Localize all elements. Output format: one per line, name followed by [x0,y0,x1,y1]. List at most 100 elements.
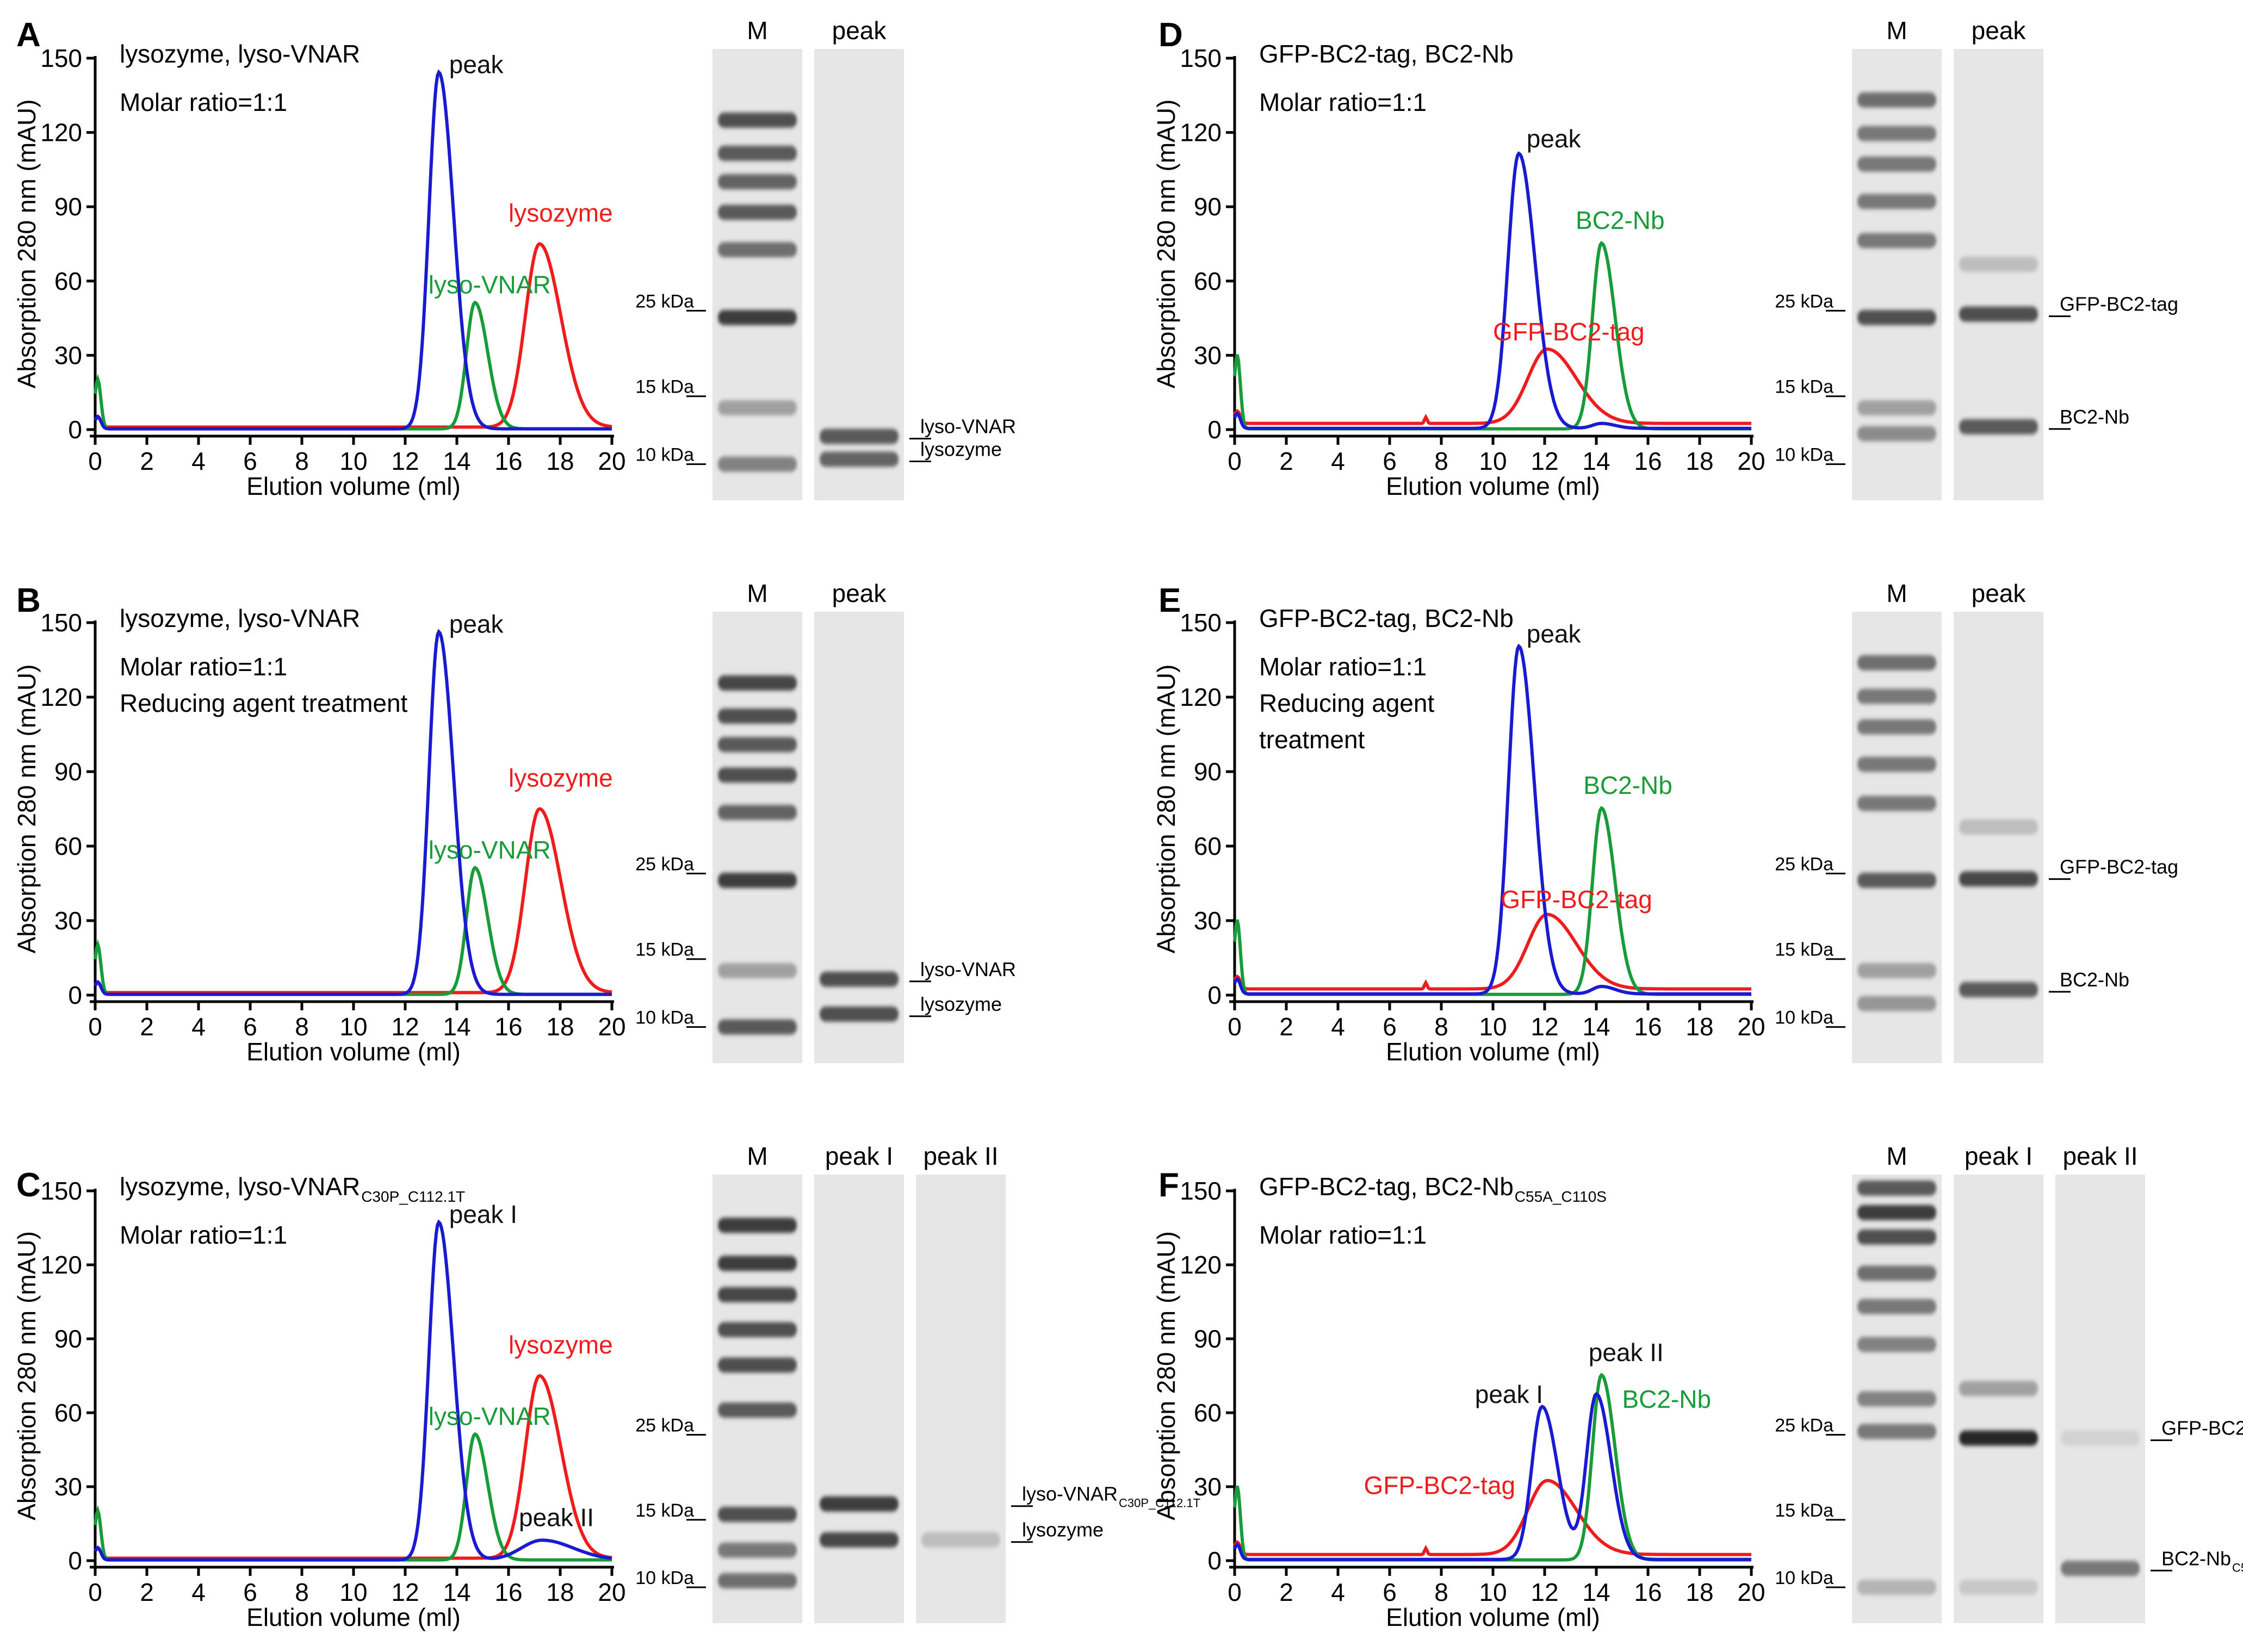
x-tick-label: 16 [494,447,522,475]
series-line-complex [1233,1392,1751,1561]
y-tick-label: 150 [1180,1177,1222,1205]
gel-band [1959,306,2038,322]
gel-lane-1 [814,1175,904,1623]
gel-band [1857,796,1936,811]
plot-title-line: Reducing agent [1259,689,1434,717]
gel-band [2061,1561,2140,1576]
x-tick-label: 8 [1434,1578,1448,1606]
gel-lane-label: peak II [2062,1142,2137,1170]
gel-lane-label: M [1886,579,1907,607]
gel-band [820,1532,899,1548]
plot-title-line: Molar ratio=1:1 [1259,1221,1427,1249]
gel-band [1857,400,1936,415]
panel-letter: B [16,582,41,619]
x-tick-label: 0 [1228,447,1242,475]
x-tick-label: 0 [1228,1013,1242,1041]
x-tick-label: 10 [1479,447,1507,475]
y-tick-label: 30 [1194,341,1222,369]
gel-lane-label: M [747,579,767,607]
y-axis-label: Absorption 280 nm (mAU) [13,1231,41,1520]
gel-band [1857,962,1936,978]
mw-marker-label: 10 kDa [1775,445,1833,465]
peak-annotation: peak I [449,1200,517,1228]
gel-band [1857,756,1936,772]
x-tick-label: 18 [546,1013,574,1041]
gel-band [1857,1204,1936,1220]
y-tick-label: 120 [1180,683,1222,711]
peak-annotation: peak II [519,1504,594,1532]
mw-marker-label: 25 kDa [1775,854,1833,874]
peak-annotation: lysozyme [509,763,613,792]
gel-lane-1 [1954,1175,2043,1623]
x-axis-label: Elution volume (ml) [1386,1038,1600,1066]
peak-annotation: peak I [1475,1380,1543,1408]
series-line-complex [1233,643,1751,996]
gel-band [1857,719,1936,735]
gel-band [820,971,899,987]
gel-lane-label: peak [832,16,887,45]
gel-band [1857,92,1936,108]
plot-title-line: treatment [1259,725,1365,754]
y-tick-label: 60 [54,1399,82,1427]
band-label: GFP-BC2-tag [2161,1417,2243,1439]
x-tick-label: 2 [140,1578,154,1606]
y-tick-label: 30 [54,341,82,369]
gel-band [718,1506,797,1522]
mw-marker-label: 25 kDa [635,291,694,312]
gel-band [718,309,797,325]
gel-band [718,145,797,161]
gel-lane-0 [1852,49,1942,500]
y-tick-label: 90 [1194,192,1222,221]
gel-band [820,451,899,467]
y-axis-label: Absorption 280 nm (mAU) [1152,100,1180,389]
gel-band [1857,126,1936,141]
x-tick-label: 0 [88,447,102,475]
band-label-subscript: C55A_C110S [2232,1561,2243,1574]
plot-title-line: GFP-BC2-tag, BC2-Nb [1259,1172,1514,1201]
gel-band [718,737,797,753]
x-tick-label: 20 [1737,1578,1765,1606]
mw-marker-label: 10 kDa [635,1008,694,1028]
plot-title-subscript: C55A_C110S [1515,1188,1607,1205]
gel-band [820,1496,899,1512]
y-tick-label: 90 [54,192,82,221]
gel-band [718,1218,797,1233]
mw-marker-label: 15 kDa [635,377,694,398]
gel-band [1959,419,2038,434]
band-label: lyso-VNAR [920,958,1016,980]
y-tick-label: 30 [54,906,82,935]
x-tick-label: 6 [1383,447,1397,475]
x-axis-label: Elution volume (ml) [246,1038,461,1066]
y-axis-label: Absorption 280 nm (mAU) [13,100,41,389]
gel-lane-label: peak I [825,1142,893,1170]
chart-panel-b: B 0 30 60 90 120 150 0 2 4 6 8 10 12 14 16 18 20 Elution v… [13,582,626,1066]
gel-band [921,1532,1000,1548]
x-tick-label: 12 [1531,447,1558,475]
x-tick-label: 20 [1737,447,1765,475]
y-axis-label: Absorption 280 nm (mAU) [1152,664,1180,954]
x-tick-label: 18 [546,447,574,475]
mw-marker-label: 25 kDa [1775,1415,1833,1436]
peak-annotation: lysozyme [509,1331,613,1359]
x-tick-label: 2 [1279,1578,1293,1606]
y-tick-label: 0 [1207,981,1222,1009]
gel-lane-label: peak [1972,16,2027,45]
x-tick-label: 20 [598,1013,625,1041]
y-tick-label: 150 [40,1177,82,1205]
y-tick-label: 60 [1194,267,1222,295]
x-tick-label: 12 [391,1578,419,1606]
gel-band [1857,426,1936,442]
x-tick-label: 4 [1331,447,1345,475]
x-tick-label: 4 [1331,1013,1345,1041]
x-tick-label: 14 [1582,1578,1610,1606]
band-label: BC2-Nb [2161,1547,2231,1569]
x-tick-label: 14 [443,447,470,475]
y-tick-label: 0 [68,981,82,1009]
gel-lane-label: peak I [1965,1142,2033,1170]
x-tick-label: 8 [295,1578,309,1606]
gel-band [718,204,797,220]
x-tick-label: 10 [339,1013,367,1041]
